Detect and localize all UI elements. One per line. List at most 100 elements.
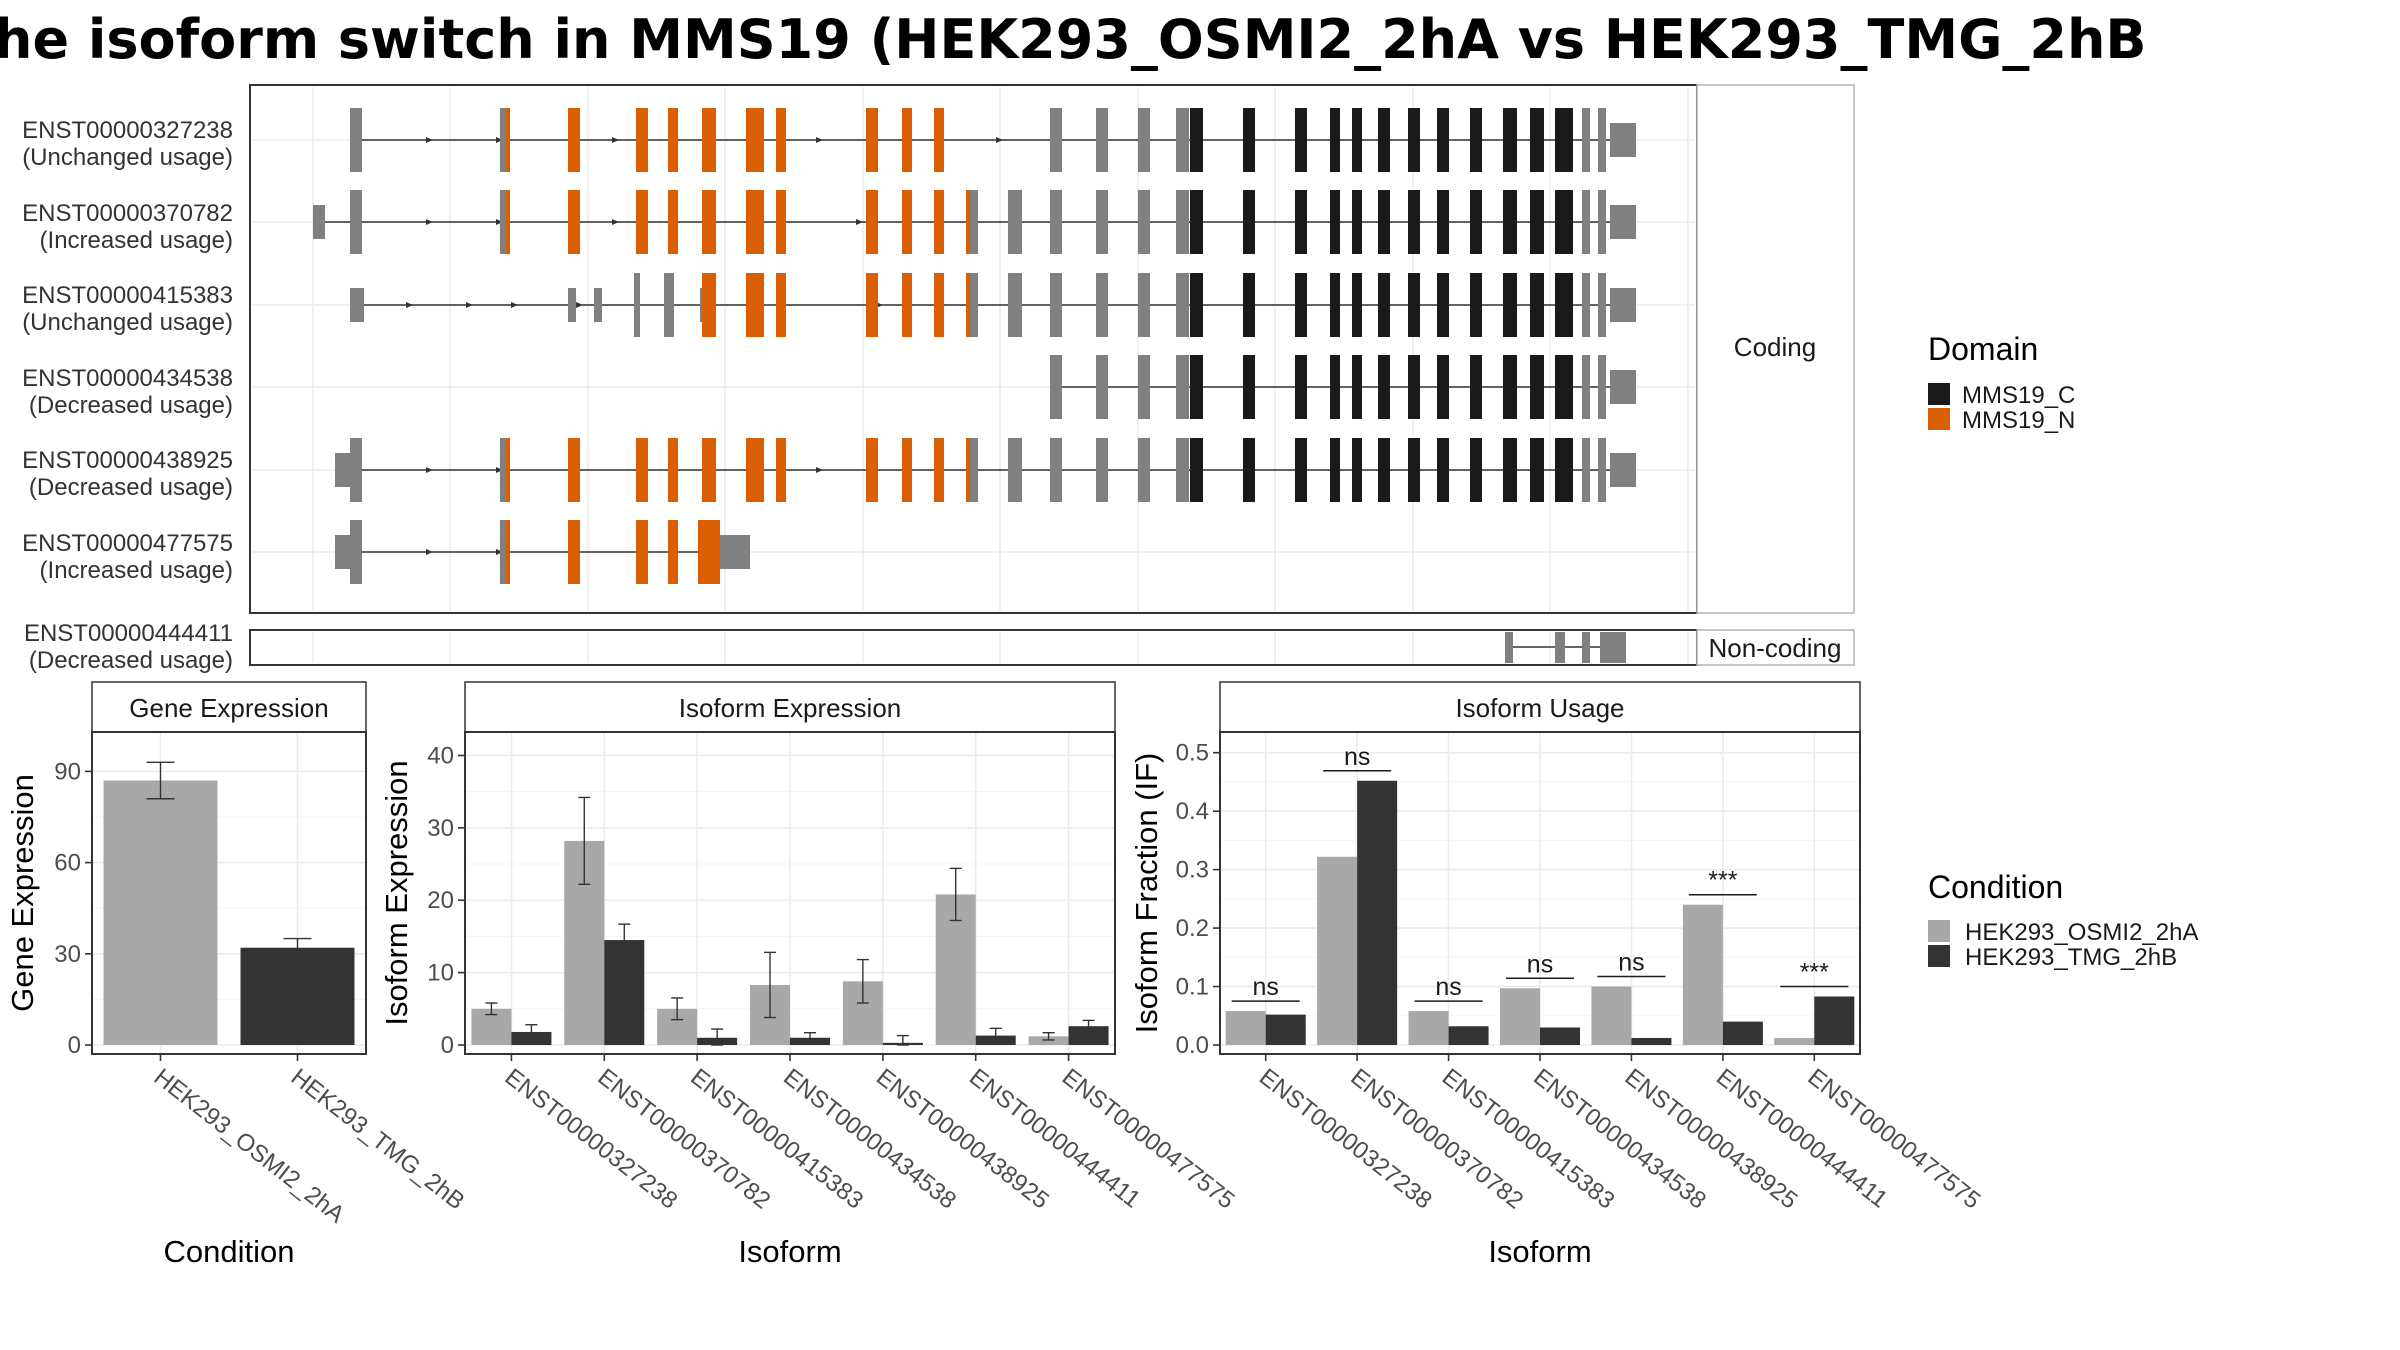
- coding-exon: [1176, 355, 1186, 419]
- isoform-label-usage: (Decreased usage): [29, 474, 233, 501]
- coding-exon: [1503, 190, 1517, 254]
- noncoding-transcript-track: [1505, 632, 1626, 663]
- isoform-expression-panel: Isoform Expression 0 10 20 30 40 ENST00000327…: [379, 681, 1240, 1269]
- coding-exon: [1352, 190, 1362, 254]
- y-tick-label: 10: [427, 960, 454, 987]
- isoform-label-id: ENST00000477575: [22, 530, 233, 557]
- coding-exon: [1096, 273, 1108, 337]
- y-tick-label: 0.1: [1176, 974, 1209, 1001]
- x-tick-label: ENST00000444411: [1711, 1063, 1892, 1213]
- isoform-label-usage: (Increased usage): [40, 557, 233, 584]
- bar: [1814, 996, 1855, 1045]
- coding-exon: [934, 273, 944, 337]
- utr-exon: [350, 288, 364, 322]
- coding-exon: [1565, 190, 1573, 254]
- bar: [240, 947, 355, 1045]
- coding-exon: [1437, 190, 1449, 254]
- coding-exon: [746, 273, 764, 337]
- bar: [1317, 856, 1358, 1045]
- strand-arrow-icon: [856, 219, 863, 225]
- isoform-usage-y-title: Isoform Fraction (IF): [1129, 753, 1164, 1034]
- coding-exon: [1096, 190, 1108, 254]
- coding-exon: [1408, 190, 1420, 254]
- coding-exon: [1470, 438, 1482, 502]
- utr-exon: [313, 205, 325, 239]
- coding-exon: [1470, 190, 1482, 254]
- bar: [1591, 986, 1632, 1045]
- coding-exon: [1437, 108, 1449, 172]
- bar: [1068, 1026, 1109, 1045]
- strand-arrow-icon: [496, 549, 503, 555]
- coding-exon: [1503, 438, 1517, 502]
- utr-exon: [1610, 288, 1636, 322]
- coding-exon: [1138, 108, 1150, 172]
- coding-exon: [1598, 438, 1606, 502]
- isoform-label-id: ENST00000327238: [22, 117, 233, 144]
- x-tick-label: ENST00000434538: [778, 1063, 961, 1214]
- transcript-track: [350, 108, 1636, 172]
- strand-arrow-icon: [466, 302, 473, 308]
- coding-exon: [702, 190, 716, 254]
- coding-exon: [1408, 438, 1420, 502]
- isoform-expression-strip: [464, 681, 1116, 733]
- isoform-labels: ENST00000327238 (Unchanged usage) ENST00…: [22, 117, 233, 674]
- coding-exon: [1330, 355, 1340, 419]
- coding-strip-label: Coding: [1734, 332, 1816, 362]
- strand-arrow-icon: [816, 137, 823, 143]
- domain-legend-label: MMS19_N: [1962, 407, 2075, 434]
- isoform-label-id: ENST00000438925: [22, 447, 233, 474]
- strand-arrow-icon: [511, 302, 518, 308]
- coding-exon: [668, 438, 678, 502]
- condition-legend-key-b: [1928, 945, 1950, 967]
- coding-exon: [1183, 190, 1189, 254]
- coding-exon: [1138, 190, 1150, 254]
- domain-legend-label: MMS19_C: [1962, 382, 2075, 409]
- coding-exon: [1437, 438, 1449, 502]
- coding-exon: [1096, 438, 1108, 502]
- isoform-usage-panel: Isoform Usage ns ns ns ns ns *** *** 0.0 0.1 0.2 0…: [1129, 681, 1985, 1269]
- coding-exon: [1295, 108, 1307, 172]
- coding-exon: [1530, 273, 1544, 337]
- noncoding-exon: [1600, 632, 1626, 663]
- coding-exon: [1050, 190, 1062, 254]
- coding-exon: [866, 438, 878, 502]
- y-tick-label: 90: [54, 758, 81, 785]
- coding-exon: [746, 438, 764, 502]
- coding-exon: [668, 108, 678, 172]
- coding-exon: [1096, 108, 1108, 172]
- coding-exon: [1176, 273, 1186, 337]
- coding-exon: [636, 520, 648, 584]
- coding-exon: [934, 438, 944, 502]
- x-tick-label: ENST00000438925: [871, 1063, 1054, 1214]
- coding-panel-frame: [249, 84, 1698, 614]
- coding-exon: [866, 108, 878, 172]
- coding-exon: [1243, 108, 1255, 172]
- coding-exon: [934, 190, 944, 254]
- coding-exon: [866, 273, 878, 337]
- transcript-track: [1050, 355, 1636, 419]
- strand-arrow-icon: [612, 137, 619, 143]
- coding-exon: [1378, 355, 1390, 419]
- coding-exon: [1598, 273, 1606, 337]
- coding-exon: [1555, 190, 1565, 254]
- bar: [1540, 1027, 1580, 1045]
- y-tick-label: 0.4: [1176, 798, 1209, 825]
- strand-arrow-icon: [406, 302, 413, 308]
- coding-exon: [636, 190, 648, 254]
- significance-label: ns: [1344, 743, 1370, 771]
- domain-legend-key-mms19-n: [1928, 408, 1950, 430]
- coding-exon: [1437, 355, 1449, 419]
- significance-label: ns: [1435, 973, 1461, 1001]
- coding-exon: [1008, 273, 1022, 337]
- coding-exon: [1555, 355, 1565, 419]
- transcript-track: [313, 190, 1636, 254]
- gene-expression-x-title: Condition: [164, 1234, 295, 1269]
- x-tick-label: ENST00000327238: [1254, 1063, 1437, 1214]
- coding-exon: [776, 438, 786, 502]
- coding-exon: [902, 273, 912, 337]
- coding-exon: [1330, 190, 1340, 254]
- coding-exon: [1330, 438, 1340, 502]
- coding-exon: [934, 108, 944, 172]
